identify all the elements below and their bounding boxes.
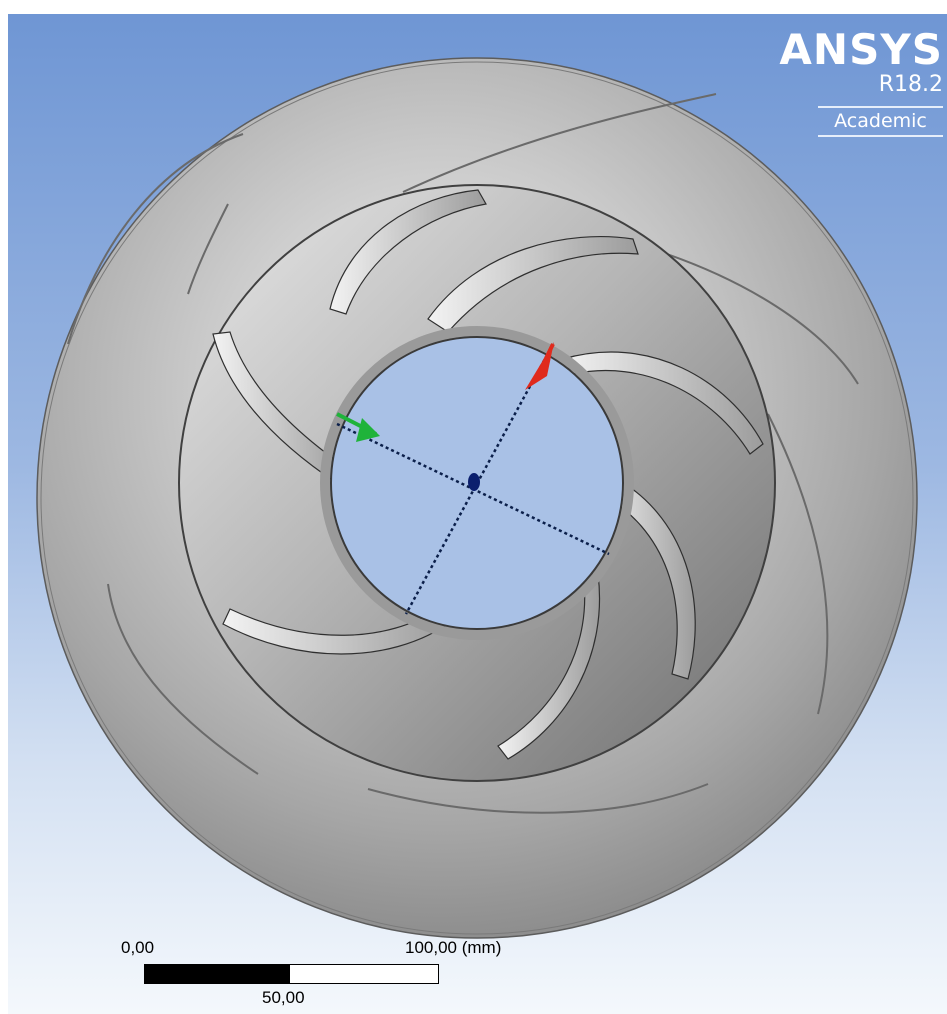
blade-6 (222, 608, 449, 655)
logo-name: ANSYS (779, 25, 943, 74)
axis-y-arrow-icon (336, 412, 380, 442)
blade-7 (212, 331, 349, 485)
logo-version: R18.2 (878, 72, 943, 97)
coordinate-system (336, 342, 610, 615)
blade-3 (562, 351, 764, 455)
blade-1 (329, 189, 487, 315)
ansys-logo: ANSYS R18.2 Academic (779, 28, 943, 137)
graphics-viewport[interactable]: ANSYS R18.2 Academic (8, 14, 947, 1014)
hub-ring (320, 326, 634, 640)
blade-2 (427, 236, 639, 333)
logo-edition: Academic (834, 110, 927, 132)
model-view[interactable] (8, 14, 947, 1014)
shroud-rim (40, 61, 914, 935)
logo-edition-box: Academic (818, 106, 943, 137)
origin-marker-icon (468, 473, 480, 491)
axis-x-arrow-icon (525, 342, 555, 390)
